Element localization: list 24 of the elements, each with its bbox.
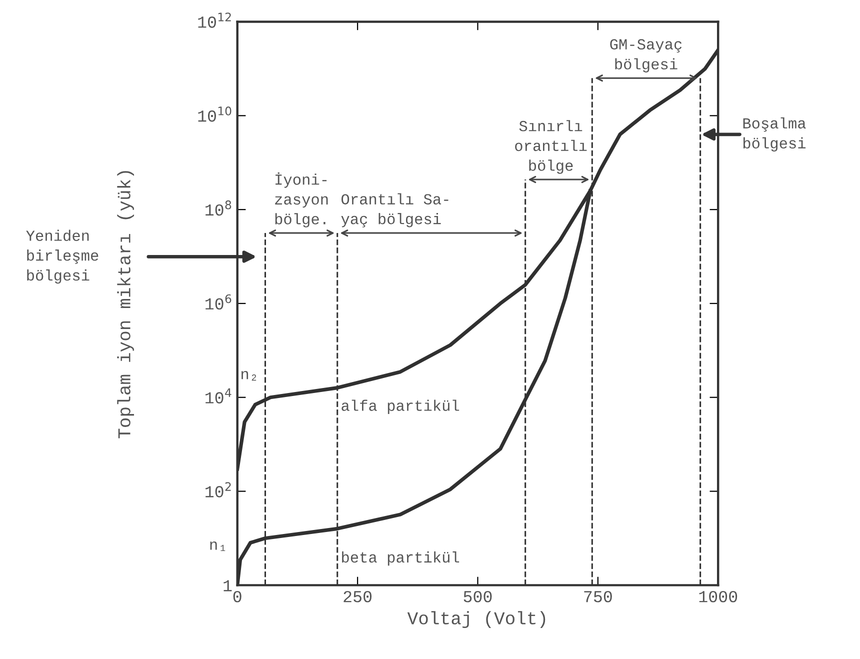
- text: n₁: [210, 541, 226, 551]
- series-label: beta partikül: [342, 551, 460, 566]
- y-tick-label: 10$^{12}$: [198, 12, 231, 28]
- text: Boşalma bölgesi: [743, 117, 806, 152]
- x-tick-label: 1000: [699, 590, 738, 602]
- y-tick-label: 1: [224, 580, 232, 592]
- y-axis-title: Toplam iyon miktarı (yük): [117, 171, 134, 438]
- annotation: GM-Sayaç bölgesi: [610, 39, 682, 72]
- annotation: Orantılı Sa- yaç bölgesi: [341, 193, 448, 228]
- annotation: Sınırlı orantılı bölge: [515, 120, 587, 174]
- y-tick-label: 10$^{10}$: [198, 106, 232, 122]
- annotation: İyoni- zasyon bölge.: [275, 172, 328, 228]
- text: Yeniden birleşme bölgesi: [26, 230, 98, 284]
- x-tick-label: 250: [344, 590, 372, 602]
- x-tick-label: 500: [464, 590, 492, 602]
- y-tick-label: 10$^{4}$: [206, 388, 232, 404]
- series-label: alfa partikül: [342, 400, 460, 414]
- x-tick-label: 750: [584, 590, 612, 602]
- y-tick-label: 10$^{2}$: [206, 482, 231, 498]
- x-axis-title: Voltaj (Volt): [407, 611, 546, 628]
- annotation: n₂: [242, 370, 256, 381]
- x-tick-label: 0: [233, 590, 242, 602]
- y-tick-label: 10$^{6}$: [206, 294, 232, 310]
- y-tick-label: 10$^{8}$: [206, 200, 232, 216]
